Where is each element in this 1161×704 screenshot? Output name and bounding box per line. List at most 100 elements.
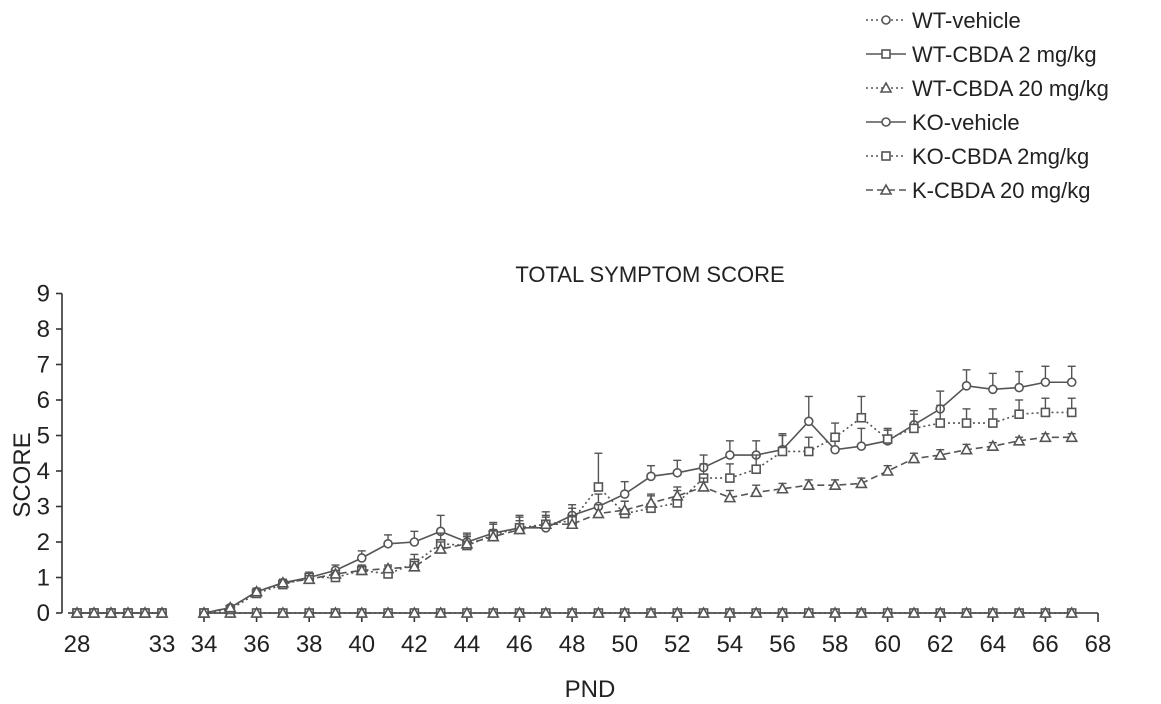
legend-item-ko-cbda-2mg-kg: KO-CBDA 2mg/kg xyxy=(866,144,1089,169)
data-point xyxy=(749,485,763,498)
y-tick-label: 4 xyxy=(37,458,50,485)
data-point xyxy=(250,585,263,597)
data-point xyxy=(907,451,921,464)
data-point xyxy=(776,482,789,494)
data-point xyxy=(751,464,761,475)
x-tick-label: 46 xyxy=(506,631,533,658)
y-tick-label: 7 xyxy=(37,352,50,379)
data-point xyxy=(513,522,526,535)
x-tick-label: 48 xyxy=(559,631,586,658)
legend-marker xyxy=(879,183,893,195)
data-point xyxy=(565,606,579,618)
legend-item-k-cbda-20-mg-kg: K-CBDA 20 mg/kg xyxy=(866,178,1091,203)
data-point xyxy=(407,606,421,618)
data-point xyxy=(592,506,605,519)
y-tick-label: 1 xyxy=(37,565,50,592)
data-point xyxy=(409,537,420,547)
data-point xyxy=(644,606,658,618)
legend-item-wt-cbda-2-mg-kg: WT-CBDA 2 mg/kg xyxy=(866,42,1097,67)
x-tick-label: 33 xyxy=(149,631,176,658)
legend-marker xyxy=(881,15,891,25)
data-point xyxy=(697,480,710,492)
x-tick-label: 56 xyxy=(769,631,796,658)
data-point xyxy=(383,538,393,549)
data-point xyxy=(486,530,500,542)
x-tick-label: 62 xyxy=(927,631,954,658)
series-line-segment-2 xyxy=(203,381,1072,614)
x-tick-label: 38 xyxy=(296,631,323,658)
data-point xyxy=(486,606,500,618)
data-point xyxy=(725,450,735,460)
data-point xyxy=(803,416,814,427)
data-point xyxy=(381,606,395,618)
data-point xyxy=(87,606,101,618)
data-point xyxy=(1012,434,1026,446)
series-ko-vehicle xyxy=(72,365,1077,618)
data-point xyxy=(539,517,553,530)
data-point xyxy=(1066,407,1077,418)
y-tick-label: 0 xyxy=(37,600,50,627)
data-point xyxy=(1040,407,1051,418)
data-point xyxy=(1014,409,1024,420)
x-tick-label: 66 xyxy=(1032,631,1059,658)
data-point xyxy=(802,478,816,490)
data-point xyxy=(356,553,367,563)
data-point xyxy=(854,476,868,489)
data-point xyxy=(961,418,972,428)
x-tick-label: 44 xyxy=(454,631,481,658)
data-point xyxy=(777,446,788,457)
data-point xyxy=(828,606,842,618)
data-point xyxy=(302,606,316,618)
data-point xyxy=(907,606,921,618)
data-point xyxy=(935,418,946,428)
series-k-cbda-20-mg-kg xyxy=(70,430,1079,618)
y-tick-label: 9 xyxy=(37,281,50,308)
data-point xyxy=(276,576,290,588)
data-point xyxy=(933,448,947,460)
data-point xyxy=(1066,377,1077,388)
data-point xyxy=(121,606,135,618)
x-tick-label: 34 xyxy=(191,631,218,658)
data-point xyxy=(646,471,656,482)
data-point xyxy=(776,606,789,618)
x-tick-label: 28 xyxy=(64,631,91,658)
data-point xyxy=(644,496,658,508)
data-point xyxy=(302,572,316,585)
data-point xyxy=(223,601,237,613)
data-point xyxy=(881,464,895,476)
data-point xyxy=(882,434,893,444)
data-point xyxy=(856,441,867,451)
legend-label: WT-CBDA 2 mg/kg xyxy=(912,42,1097,67)
data-point xyxy=(593,482,604,492)
series-line-segment-2 xyxy=(203,436,1072,614)
legend-label: K-CBDA 20 mg/kg xyxy=(912,178,1091,203)
data-point xyxy=(1040,377,1051,388)
data-point xyxy=(986,606,1000,618)
data-point xyxy=(830,444,840,455)
data-point xyxy=(933,606,947,618)
legend: WT-vehicle WT-CBDA 2 mg/kg WT-CBDA 20 mg/k… xyxy=(866,8,1109,203)
chart-title: TOTAL SYMPTOM SCORE xyxy=(515,262,784,287)
data-point xyxy=(749,606,763,618)
data-point xyxy=(155,606,169,618)
data-point xyxy=(1065,606,1079,618)
x-tick-label: 36 xyxy=(243,631,270,658)
data-point xyxy=(329,567,342,579)
legend-item-wt-cbda-20-mg-kg: WT-CBDA 20 mg/kg xyxy=(866,76,1109,101)
data-point xyxy=(355,606,369,618)
data-point xyxy=(355,563,369,576)
data-point xyxy=(1039,606,1052,618)
legend-item-wt-vehicle: WT-vehicle xyxy=(866,8,1021,33)
data-point xyxy=(1012,606,1026,618)
x-tick-label: 58 xyxy=(822,631,849,658)
data-point xyxy=(802,606,816,618)
data-point xyxy=(723,490,737,503)
data-point xyxy=(960,443,973,455)
x-axis-label: PND xyxy=(565,676,616,703)
data-point xyxy=(988,418,998,428)
data-point xyxy=(539,606,553,618)
data-point xyxy=(961,380,972,391)
data-point xyxy=(986,439,1000,451)
